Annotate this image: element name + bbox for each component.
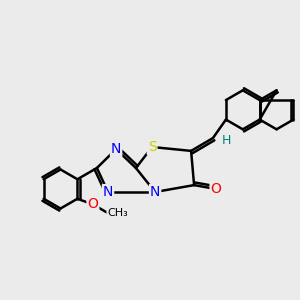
Text: N: N: [111, 142, 121, 156]
Text: O: O: [211, 182, 221, 196]
Text: CH₃: CH₃: [107, 208, 128, 218]
Text: N: N: [150, 185, 160, 199]
Text: N: N: [103, 185, 113, 199]
Text: H: H: [222, 134, 231, 148]
Text: S: S: [148, 140, 157, 154]
Text: O: O: [88, 197, 98, 212]
